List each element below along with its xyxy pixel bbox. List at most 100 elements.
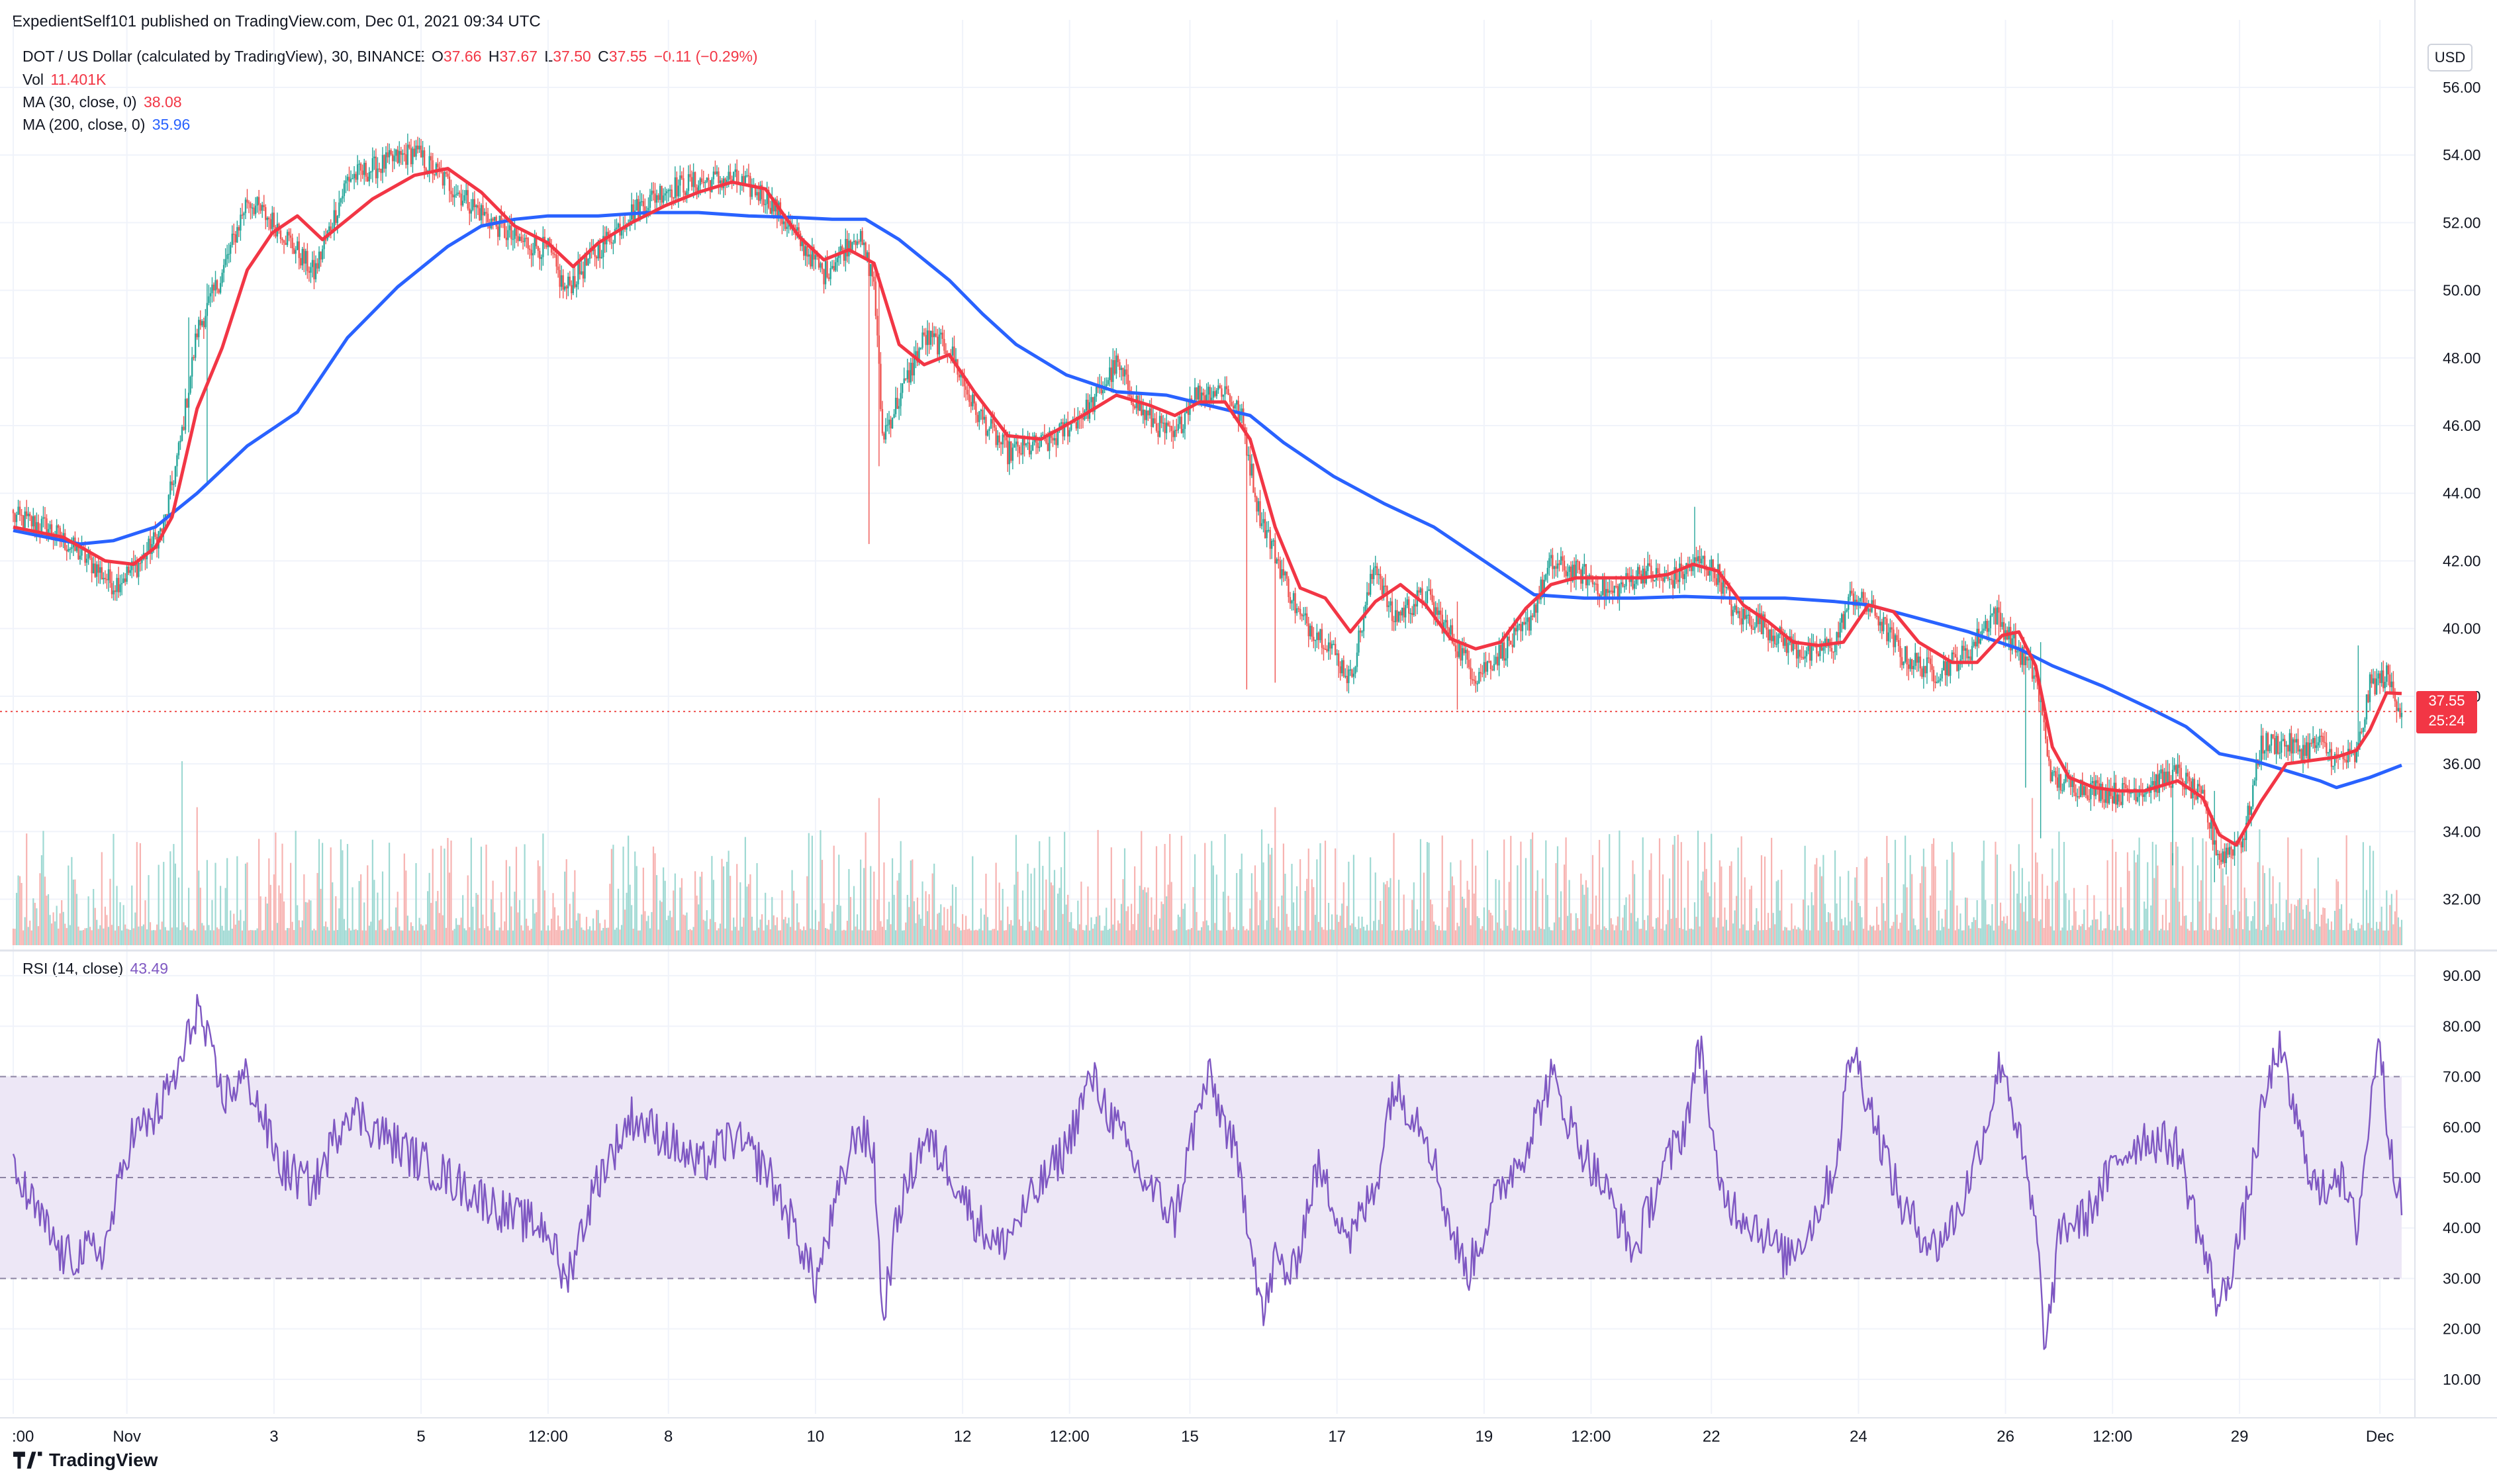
volume-bar [791,870,793,945]
volume-bar [2309,911,2311,945]
candle-body [2069,776,2072,788]
candle-body [579,262,581,275]
volume-bar [216,927,218,945]
currency-button[interactable]: USD [2427,44,2473,71]
volume-bar [526,918,528,945]
volume-bar [1000,920,1002,945]
candle-body [2377,673,2379,679]
volume-bar [399,926,400,945]
ma200-value: 35.96 [152,116,191,133]
candle-body [833,265,835,271]
candle-body [1018,446,1021,453]
volume-bar [328,930,330,945]
volume-bar [878,798,880,945]
candle-body [91,557,93,574]
volume-bar [1329,929,1331,945]
candle-body [1904,646,1907,662]
candle-body [49,524,51,530]
volume-bar [1824,904,1826,945]
candle-body [1127,374,1129,391]
volume-bar [459,925,461,945]
volume-bar [1626,930,1629,945]
candle-body [1941,670,1943,679]
volume-bar [2314,888,2316,945]
volume-bar [1705,868,1707,945]
volume-bar [589,926,591,945]
volume-bar [1781,870,1783,945]
volume-bar [1820,876,1822,945]
volume-bar [1057,894,1059,945]
volume-bar [1707,892,1709,945]
candle-body [1929,658,1932,665]
candle-body [265,207,267,220]
volume-label[interactable]: Vol [23,71,44,88]
candle-body [1000,442,1002,445]
candle-body [1399,612,1401,616]
volume-bar [2180,925,2182,945]
volume-bar [908,907,910,945]
volume-bar [1784,927,1786,945]
candle-body [2083,786,2085,796]
candle-body [2048,756,2050,761]
candle-body [1525,622,1527,625]
volume-bar [171,927,173,945]
volume-bar [36,908,38,945]
volume-bar [195,930,197,945]
candle-body [1202,393,1204,396]
volume-bar [919,918,922,945]
candle-body [1884,617,1887,619]
volume-bar [1319,843,1321,945]
volume-bar [1605,928,1607,945]
candle-body [22,515,24,528]
volume-bar [1072,928,1074,945]
candle-body [1167,422,1169,426]
candle-body [577,262,579,285]
candle-body [37,522,40,532]
volume-bar [34,902,36,945]
volume-bar [2380,906,2382,945]
candle-body [701,178,703,182]
volume-bar [1035,926,1037,945]
volume-bar [460,917,462,945]
candle-body [253,207,255,214]
candle-body [674,177,677,199]
volume-bar [1521,930,1524,945]
candle-body [1473,679,1475,681]
volume-bar [587,929,589,945]
tradingview-brand[interactable]: TradingView [13,1450,158,1471]
candle-body [2227,847,2229,855]
volume-bar [457,925,459,945]
volume-bar [1658,838,1661,945]
volume-bar [117,926,120,945]
volume-bar [388,843,391,945]
candle-body [1478,672,1480,684]
candle-body [1574,565,1576,579]
candle-body [1939,678,1942,681]
symbol-name[interactable]: DOT / US Dollar (calculated by TradingVi… [23,48,425,65]
candle-body [1037,442,1039,448]
candle-body [2155,774,2157,792]
volume-bar [75,894,78,945]
volume-bar [1615,925,1617,945]
candle-body [2123,783,2126,784]
volume-bar [1428,843,1430,945]
volume-bar [442,915,444,945]
volume-bar [316,872,318,945]
volume-bar [1697,830,1699,945]
volume-bar [1279,930,1281,945]
volume-bar [455,918,457,945]
volume-bar [530,929,532,945]
ma30-label[interactable]: MA (30, close, 0) [23,93,137,111]
volume-bar [1450,862,1452,945]
ma200-label[interactable]: MA (200, close, 0) [23,116,146,133]
volume-bar [2240,839,2242,945]
volume-bar [604,919,606,945]
volume-bar [997,930,999,945]
candle-body [1453,643,1455,646]
candle-body [757,192,760,201]
rsi-label[interactable]: RSI (14, close) [23,960,124,977]
volume-bar [1906,887,1908,945]
candle-body [2265,733,2267,751]
volume-bar [581,927,583,945]
